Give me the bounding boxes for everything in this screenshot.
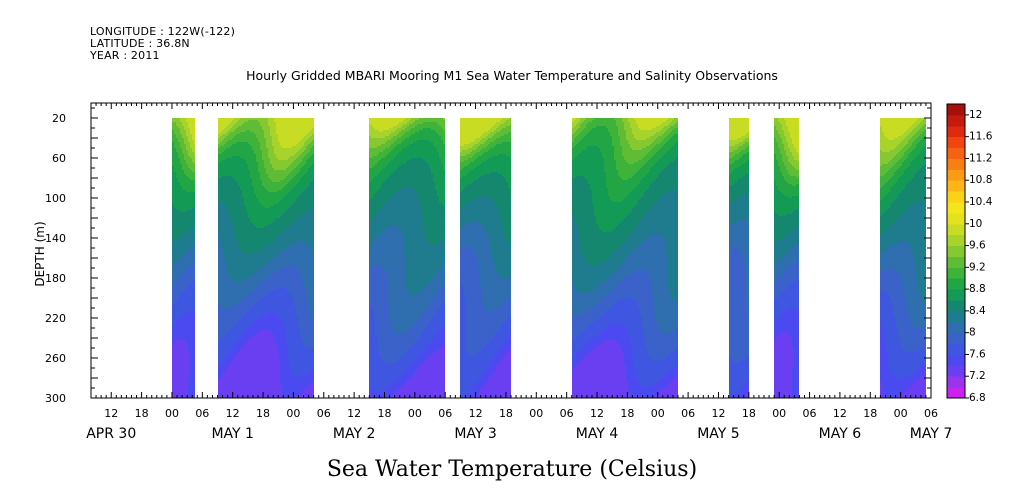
colorbar-swatch bbox=[947, 104, 965, 115]
data-block bbox=[218, 118, 314, 398]
colorbar-swatch bbox=[947, 311, 965, 322]
colorbar-label: 6.8 bbox=[969, 392, 986, 404]
x-tick-label: 18 bbox=[742, 407, 756, 420]
x-day-label: MAY 3 bbox=[454, 426, 496, 442]
colorbar-swatch bbox=[947, 267, 965, 278]
x-tick-label: 06 bbox=[803, 407, 817, 420]
colorbar-swatch bbox=[947, 126, 965, 137]
colorbar-swatch bbox=[947, 213, 965, 224]
y-tick-label: 60 bbox=[52, 152, 66, 165]
data-block bbox=[172, 118, 195, 398]
x-tick-label: 12 bbox=[711, 407, 725, 420]
y-tick-label: 180 bbox=[45, 272, 66, 285]
y-tick-label: 20 bbox=[52, 112, 66, 125]
colorbar: 6.8 7.2 7.6 8 8.4 8.8 9.2 9.6 10 10.4 10.8 11.2 11.6… bbox=[947, 104, 993, 404]
colorbar-label: 11.6 bbox=[969, 131, 993, 143]
y-tick-label: 100 bbox=[45, 192, 66, 205]
x-tick-label: 12 bbox=[104, 407, 118, 420]
data-block bbox=[729, 118, 749, 398]
x-day-label: MAY 6 bbox=[819, 426, 862, 442]
x-tick-label: 00 bbox=[529, 407, 543, 420]
x-tick-label: 06 bbox=[681, 407, 695, 420]
y-tick-label: 140 bbox=[45, 232, 66, 245]
colorbar-swatch bbox=[947, 148, 965, 159]
colorbar-label: 10 bbox=[969, 218, 982, 230]
colorbar-swatch bbox=[947, 169, 965, 180]
x-tick-label: 18 bbox=[863, 407, 877, 420]
colorbar-swatch bbox=[947, 180, 965, 191]
x-tick-label: 18 bbox=[256, 407, 270, 420]
colorbar-swatch bbox=[947, 278, 965, 289]
x-tick-label: 12 bbox=[347, 407, 361, 420]
x-tick-label: 18 bbox=[135, 407, 149, 420]
x-day-label: MAY 1 bbox=[211, 426, 253, 442]
colorbar-swatch bbox=[947, 344, 965, 355]
data-block bbox=[460, 118, 511, 398]
data-block bbox=[774, 118, 799, 398]
colorbar-swatch bbox=[947, 158, 965, 169]
colorbar-label: 11.2 bbox=[969, 152, 992, 164]
colorbar-label: 8.4 bbox=[969, 305, 986, 317]
x-day-label: MAY 7 bbox=[910, 426, 952, 442]
colorbar-label: 12 bbox=[969, 109, 982, 121]
x-day-label: MAY 5 bbox=[697, 426, 739, 442]
x-tick-label: 06 bbox=[317, 407, 331, 420]
x-tick-label: 12 bbox=[590, 407, 604, 420]
x-tick-label: 06 bbox=[560, 407, 574, 420]
x-tick-label: 00 bbox=[894, 407, 908, 420]
colorbar-swatch bbox=[947, 246, 965, 257]
x-axis-label: Sea Water Temperature (Celsius) bbox=[327, 457, 697, 482]
x-day-label: MAY 4 bbox=[576, 426, 619, 442]
x-tick-label: 00 bbox=[408, 407, 422, 420]
colorbar-swatch bbox=[947, 256, 965, 267]
colorbar-swatch bbox=[947, 137, 965, 148]
colorbar-label: 10.4 bbox=[969, 196, 993, 208]
x-tick-label: 12 bbox=[469, 407, 483, 420]
data-block bbox=[572, 118, 678, 398]
chart-title: Hourly Gridded MBARI Mooring M1 Sea Wate… bbox=[246, 68, 778, 83]
colorbar-swatch bbox=[947, 115, 965, 126]
x-tick-label: 06 bbox=[195, 407, 209, 420]
colorbar-swatch bbox=[947, 289, 965, 300]
y-tick-label: 300 bbox=[45, 392, 66, 405]
colorbar-label: 9.2 bbox=[969, 261, 986, 273]
colorbar-label: 7.2 bbox=[969, 370, 986, 382]
colorbar-swatch bbox=[947, 202, 965, 213]
colorbar-swatch bbox=[947, 224, 965, 235]
data-block bbox=[369, 118, 445, 398]
contour-fills bbox=[172, 118, 926, 398]
colorbar-label: 9.6 bbox=[969, 240, 986, 252]
colorbar-label: 7.6 bbox=[969, 348, 986, 360]
x-tick-label: 00 bbox=[651, 407, 665, 420]
colorbar-swatch bbox=[947, 354, 965, 365]
x-tick-label: 12 bbox=[226, 407, 240, 420]
x-tick-label: 12 bbox=[833, 407, 847, 420]
x-tick-label: 18 bbox=[377, 407, 391, 420]
colorbar-label: 8 bbox=[969, 327, 976, 339]
x-tick-label: 06 bbox=[438, 407, 452, 420]
colorbar-swatch bbox=[947, 322, 965, 333]
colorbar-swatch bbox=[947, 387, 965, 398]
x-tick-label: 06 bbox=[924, 407, 938, 420]
x-tick-label: 18 bbox=[499, 407, 513, 420]
colorbar-swatch bbox=[947, 333, 965, 344]
x-tick-label: 00 bbox=[165, 407, 179, 420]
colorbar-label: 8.8 bbox=[969, 283, 986, 295]
y-axis-label: DEPTH (m) bbox=[33, 221, 47, 286]
colorbar-swatch bbox=[947, 235, 965, 246]
y-tick-label: 220 bbox=[45, 312, 66, 325]
x-tick-label: 00 bbox=[772, 407, 786, 420]
x-tick-label: 00 bbox=[286, 407, 300, 420]
colorbar-label: 10.8 bbox=[969, 174, 992, 186]
x-day-label: MAY 2 bbox=[333, 426, 375, 442]
colorbar-swatch bbox=[947, 191, 965, 202]
x-tick-label: 18 bbox=[620, 407, 634, 420]
y-tick-label: 260 bbox=[45, 352, 66, 365]
colorbar-swatch bbox=[947, 376, 965, 387]
colorbar-swatch bbox=[947, 365, 965, 376]
colorbar-swatch bbox=[947, 300, 965, 311]
x-day-label: APR 30 bbox=[86, 426, 136, 442]
data-block bbox=[880, 118, 926, 398]
